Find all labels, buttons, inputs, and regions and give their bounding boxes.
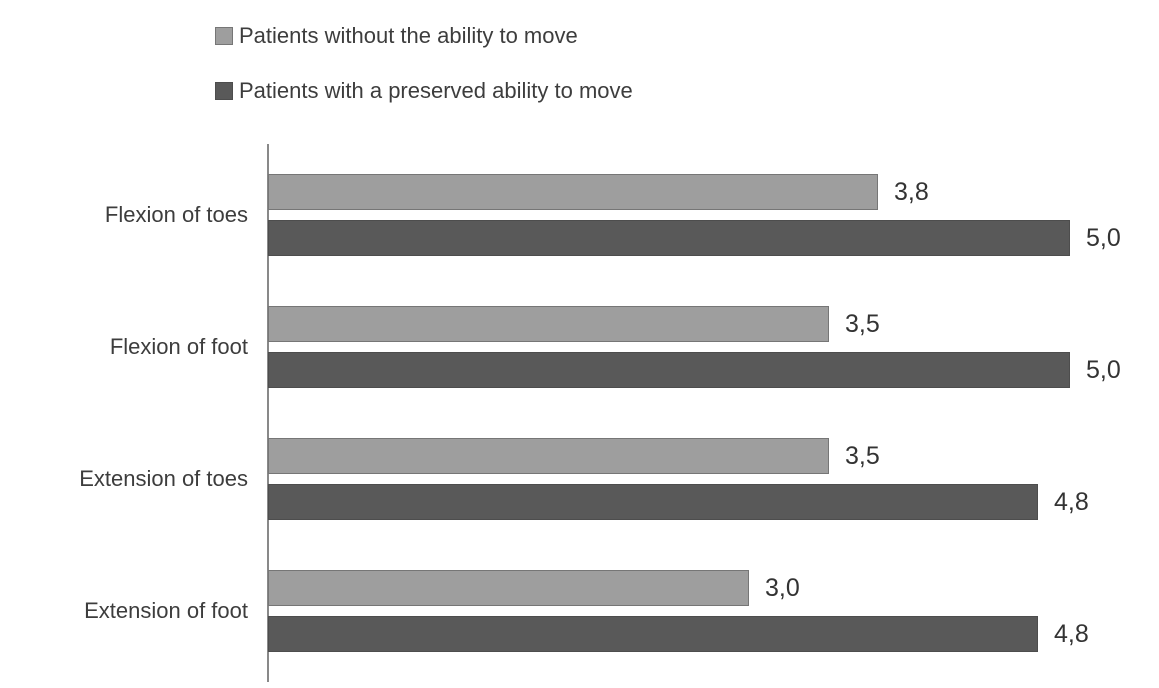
legend-label-without-ability: Patients without the ability to move [239,23,578,48]
legend-swatch-without-ability [215,27,233,45]
value-label: 4,8 [1054,620,1089,648]
value-label: 3,5 [845,310,880,338]
bar-with-ability [268,616,1038,652]
value-label: 3,5 [845,442,880,470]
legend-swatch-with-ability [215,82,233,100]
legend-item-with-ability: Patients with a preserved ability to mov… [215,80,633,102]
category-label: Flexion of foot [109,334,248,359]
category-axis-line [267,144,269,682]
category-label: Extension of foot [84,598,248,623]
bar-without-ability [268,570,749,606]
legend-item-without-ability: Patients without the ability to move [215,25,578,47]
value-label: 3,0 [765,574,800,602]
value-label: 4,8 [1054,488,1089,516]
bar-without-ability [268,438,829,474]
bar-with-ability [268,484,1038,520]
category-label: Flexion of toes [104,202,248,227]
value-label: 5,0 [1086,356,1121,384]
bar-with-ability [268,220,1070,256]
legend-label-with-ability: Patients with a preserved ability to mov… [239,78,633,103]
category-label: Extension of toes [79,466,248,491]
bar-without-ability [268,174,878,210]
value-label: 5,0 [1086,224,1121,252]
bar-without-ability [268,306,829,342]
bar-with-ability [268,352,1070,388]
value-label: 3,8 [894,178,929,206]
